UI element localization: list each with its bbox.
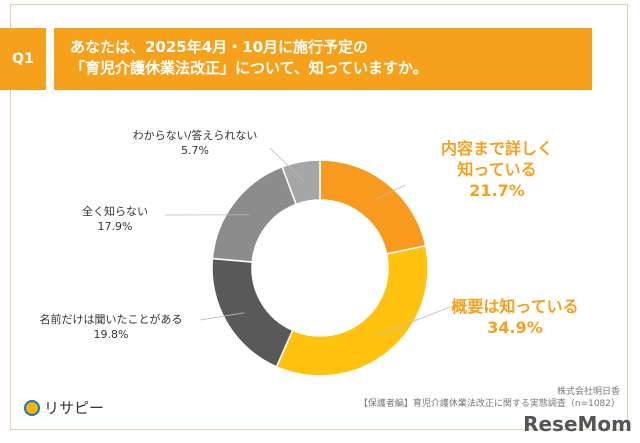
donut-slice — [319, 159, 427, 255]
question-number: Q1 — [0, 28, 46, 90]
donut-slice — [275, 244, 429, 377]
donut-slice — [211, 257, 294, 368]
frame — [10, 4, 628, 430]
leader-line — [375, 304, 456, 337]
risapi-logo: リサピー — [24, 397, 104, 418]
label-detailed: 内容まで詳しく 知っている 21.7% — [440, 139, 553, 200]
label-not-know: 全く知らない 17.9% — [82, 205, 148, 233]
title-line-1: あなたは、2025年4月・10月に施行予定の — [70, 38, 369, 56]
label-name-only: 名前だけは聞いたことがある 19.8% — [39, 313, 183, 341]
donut-slice — [281, 159, 321, 206]
leader-line — [269, 147, 305, 182]
label-unknown: わからない/答えられない 5.7% — [132, 129, 258, 157]
company-name: 株式会社明日香 — [556, 387, 620, 397]
title-line-2: 「育児介護休業法改正」について、知っていますか。 — [70, 59, 428, 77]
leader-line — [199, 312, 245, 321]
source-text: 株式会社明日香【保護者編】育児介護休業法改正に関する実態調査（n=1082） — [359, 386, 620, 410]
survey-source: 【保護者編】育児介護休業法改正に関する実態調査（n=1082） — [358, 399, 620, 409]
watermark: ReseMom — [523, 412, 632, 436]
label-overview: 概要は知っている 34.9% — [451, 297, 579, 337]
leader-line — [375, 184, 406, 201]
pin-icon — [24, 399, 40, 416]
logo-text: リサピー — [44, 399, 105, 417]
question-title: あなたは、2025年4月・10月に施行予定の「育児介護休業法改正」について、知っ… — [54, 28, 592, 90]
